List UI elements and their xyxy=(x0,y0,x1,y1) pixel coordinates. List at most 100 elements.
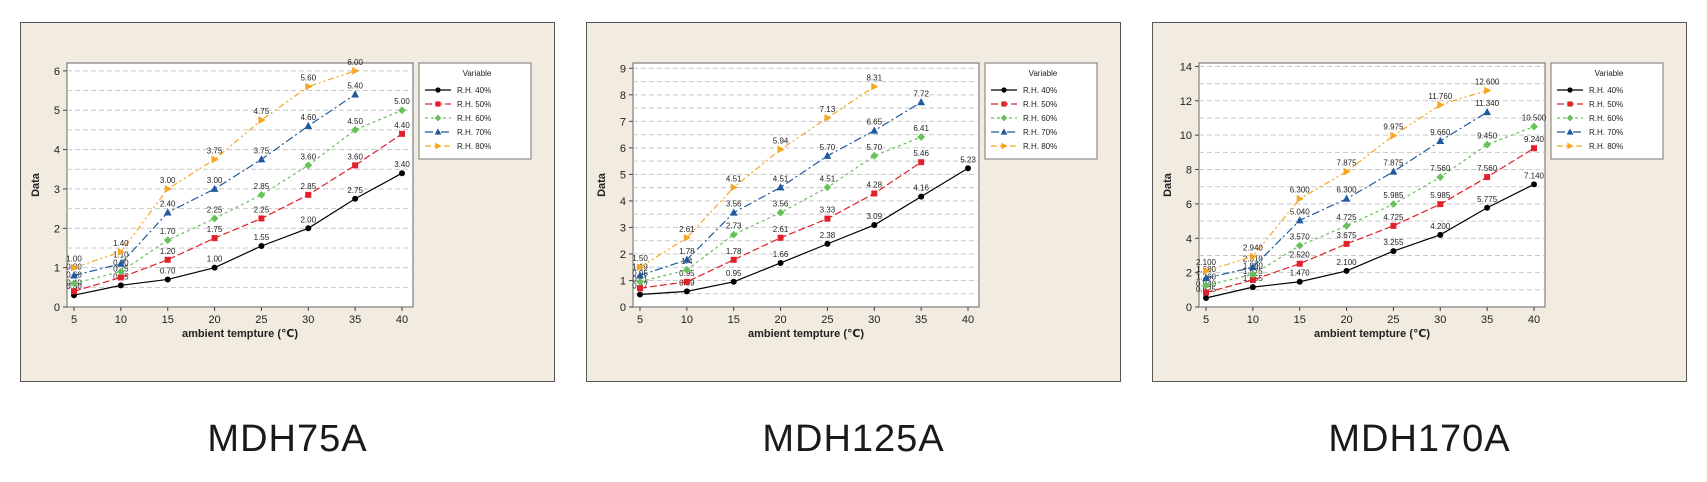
legend-box xyxy=(984,62,1098,160)
data-point xyxy=(211,155,219,164)
chart-panel-mdh75a: 0 1 2 3 4 5 6 5 10 15 20 25 30 35 40 ambient tempture (… xyxy=(20,22,555,382)
data-point xyxy=(117,274,124,281)
series-line xyxy=(1205,126,1535,286)
data-label: 5.985 xyxy=(1383,191,1404,200)
data-point xyxy=(116,259,125,267)
data-label: 2.310 xyxy=(1243,254,1264,263)
data-point xyxy=(305,82,313,91)
data-label: 4.725 xyxy=(1337,213,1358,222)
plot-area xyxy=(1198,62,1546,308)
x-tick-label: 5 xyxy=(637,314,643,326)
data-label: 10.500 xyxy=(1522,114,1547,123)
data-point xyxy=(1202,273,1210,282)
x-tick-label: 20 xyxy=(208,314,220,326)
x-tick-label: 35 xyxy=(1481,314,1493,326)
data-label: 2.73 xyxy=(726,222,742,231)
data-point xyxy=(71,263,79,272)
data-label: 5.00 xyxy=(394,97,410,106)
x-tick-label: 35 xyxy=(915,314,927,326)
data-point xyxy=(1484,174,1491,181)
legend-marker xyxy=(1566,114,1574,122)
y-tick-label: 4 xyxy=(620,196,626,208)
data-label: 5.46 xyxy=(913,149,929,158)
data-point xyxy=(1343,267,1350,274)
data-label: 2.75 xyxy=(347,186,363,195)
data-point xyxy=(1343,167,1351,176)
data-point xyxy=(777,259,784,266)
series-line xyxy=(73,133,403,292)
x-tick-label: 5 xyxy=(71,314,77,326)
data-point xyxy=(871,222,878,229)
data-label: 3.75 xyxy=(207,146,223,155)
data-point xyxy=(1296,260,1303,267)
y-tick-label: 3 xyxy=(620,222,626,234)
data-label: 0.525 xyxy=(1196,285,1217,294)
series-line xyxy=(639,86,875,268)
legend-marker xyxy=(1567,87,1573,93)
data-label: 7.72 xyxy=(913,89,929,98)
legend-marker xyxy=(1001,87,1007,93)
series-5: 2.100 2.940 6.300 7.875 9.975 11.760 12.600 xyxy=(1196,77,1500,275)
data-point xyxy=(777,234,784,241)
data-label: 3.00 xyxy=(160,176,176,185)
data-label: 6.41 xyxy=(913,124,929,133)
legend-entry: R.H. 60% xyxy=(1589,114,1623,123)
data-label: 7.140 xyxy=(1524,171,1545,180)
data-point xyxy=(729,208,738,216)
y-tick-label: 8 xyxy=(620,90,626,102)
y-tick-label: 4 xyxy=(54,145,60,157)
data-label: 9.975 xyxy=(1383,123,1404,132)
data-point xyxy=(1437,201,1444,208)
data-point xyxy=(1295,216,1304,224)
data-point xyxy=(352,195,359,202)
chart-svg-mdh75a: 0 1 2 3 4 5 6 5 10 15 20 25 30 35 40 ambient tempture (… xyxy=(30,58,532,340)
data-point xyxy=(1389,167,1398,175)
y-axis-label: Data xyxy=(30,172,42,197)
x-tick-label: 15 xyxy=(1294,314,1306,326)
data-label: 1.78 xyxy=(679,247,695,256)
x-axis-label: ambient tempture (℃) xyxy=(182,328,298,340)
x-tick-label: 30 xyxy=(868,314,880,326)
y-tick-label: 0 xyxy=(54,302,60,314)
data-label: 7.13 xyxy=(820,105,836,114)
legend-marker xyxy=(435,87,441,93)
data-point xyxy=(965,165,971,172)
data-label: 0.95 xyxy=(726,269,742,278)
legend-title: Variable xyxy=(1029,69,1058,78)
data-label: 2.40 xyxy=(160,200,176,209)
data-point xyxy=(1390,222,1397,229)
data-point xyxy=(683,233,692,242)
legend-marker xyxy=(1001,101,1007,107)
data-point xyxy=(257,155,266,163)
x-tick-label: 30 xyxy=(302,314,314,326)
x-tick-label: 25 xyxy=(1387,314,1399,326)
data-point xyxy=(351,90,360,98)
data-label: 8.31 xyxy=(866,74,882,83)
data-point xyxy=(1248,263,1257,271)
series-line xyxy=(1205,183,1535,299)
data-point xyxy=(398,106,406,115)
data-label: 6.00 xyxy=(347,58,363,67)
data-point xyxy=(823,151,832,159)
data-label: 4.51 xyxy=(726,174,742,183)
data-label: 1.10 xyxy=(113,251,129,260)
data-label: 3.255 xyxy=(1383,238,1404,247)
y-tick-label: 2 xyxy=(54,223,60,235)
data-label: 4.51 xyxy=(773,174,789,183)
data-point xyxy=(870,126,879,134)
data-point xyxy=(776,208,785,217)
y-tick-label: 2 xyxy=(620,249,626,261)
x-tick-label: 25 xyxy=(255,314,267,326)
data-point xyxy=(1483,140,1492,149)
data-point xyxy=(257,190,266,199)
data-point xyxy=(637,291,643,298)
legend-box xyxy=(1550,62,1664,160)
y-tick-label: 3 xyxy=(54,184,60,196)
x-tick-label: 5 xyxy=(1203,314,1209,326)
data-point xyxy=(729,230,738,239)
data-point xyxy=(258,215,265,222)
data-label: 3.56 xyxy=(773,200,789,209)
data-point xyxy=(683,278,690,285)
data-label: 4.51 xyxy=(820,174,836,183)
